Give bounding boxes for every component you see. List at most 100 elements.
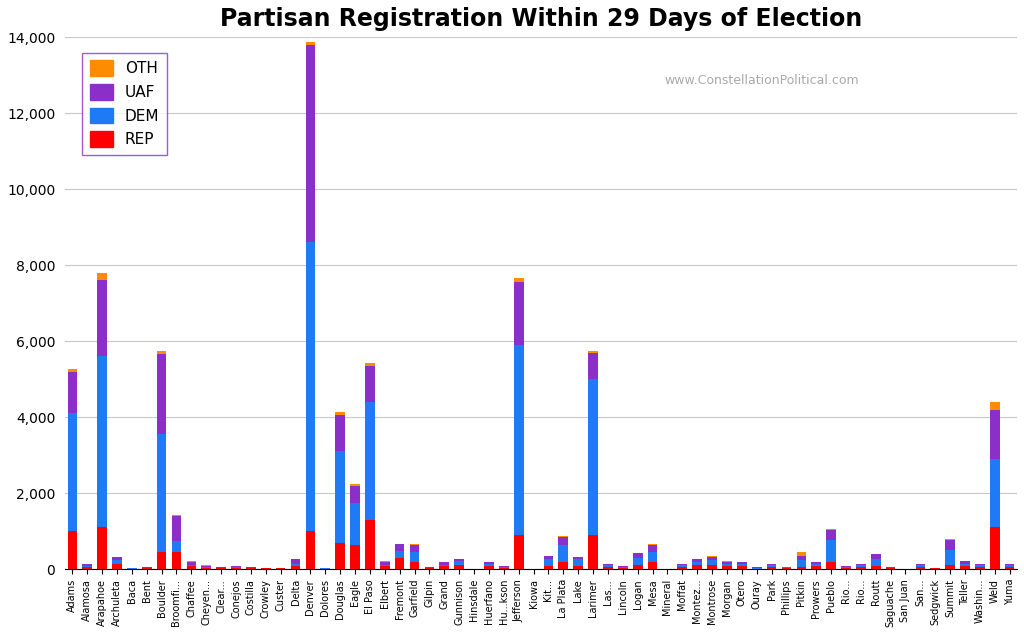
- Bar: [439, 565, 450, 566]
- Bar: [514, 278, 523, 282]
- Bar: [1005, 567, 1015, 569]
- Bar: [617, 567, 628, 569]
- Bar: [97, 273, 106, 280]
- Bar: [588, 353, 598, 379]
- Bar: [573, 566, 583, 569]
- Bar: [648, 552, 657, 562]
- Bar: [870, 559, 881, 566]
- Bar: [544, 559, 553, 566]
- Bar: [455, 561, 464, 565]
- Bar: [692, 559, 702, 562]
- Bar: [678, 564, 687, 566]
- Bar: [68, 413, 77, 531]
- Bar: [68, 372, 77, 413]
- Bar: [603, 564, 612, 566]
- Bar: [410, 552, 420, 562]
- Bar: [350, 486, 359, 503]
- Bar: [68, 368, 77, 372]
- Bar: [350, 503, 359, 545]
- Bar: [157, 434, 167, 552]
- Bar: [797, 560, 806, 567]
- Bar: [484, 562, 494, 564]
- Text: www.ConstellationPolitical.com: www.ConstellationPolitical.com: [665, 74, 859, 87]
- Bar: [708, 560, 717, 565]
- Bar: [990, 459, 999, 527]
- Bar: [767, 566, 776, 567]
- Bar: [186, 566, 197, 569]
- Bar: [990, 527, 999, 569]
- Bar: [870, 566, 881, 569]
- Bar: [366, 402, 375, 520]
- Bar: [514, 345, 523, 535]
- Bar: [961, 561, 970, 564]
- Bar: [573, 557, 583, 559]
- Bar: [113, 560, 122, 564]
- Bar: [915, 564, 926, 566]
- Bar: [305, 531, 315, 569]
- Bar: [722, 562, 732, 564]
- Bar: [202, 567, 211, 569]
- Bar: [811, 566, 821, 569]
- Bar: [961, 564, 970, 566]
- Bar: [692, 566, 702, 569]
- Bar: [68, 531, 77, 569]
- Bar: [113, 557, 122, 560]
- Bar: [558, 545, 568, 562]
- Bar: [915, 566, 926, 567]
- Bar: [172, 541, 181, 552]
- Bar: [544, 566, 553, 569]
- Legend: OTH, UAF, DEM, REP: OTH, UAF, DEM, REP: [82, 53, 167, 155]
- Bar: [975, 566, 985, 567]
- Bar: [648, 545, 657, 552]
- Bar: [781, 568, 792, 569]
- Bar: [97, 356, 106, 527]
- Bar: [573, 559, 583, 566]
- Bar: [439, 562, 450, 565]
- Bar: [380, 562, 389, 565]
- Bar: [305, 42, 315, 44]
- Bar: [499, 567, 509, 569]
- Bar: [291, 559, 300, 564]
- Bar: [350, 545, 359, 569]
- Bar: [990, 402, 999, 410]
- Bar: [305, 242, 315, 531]
- Bar: [797, 552, 806, 555]
- Bar: [216, 568, 226, 569]
- Bar: [797, 555, 806, 560]
- Bar: [648, 562, 657, 569]
- Bar: [722, 564, 732, 566]
- Bar: [350, 484, 359, 486]
- Bar: [558, 537, 568, 545]
- Bar: [82, 564, 92, 566]
- Bar: [291, 564, 300, 566]
- Bar: [514, 535, 523, 569]
- Bar: [157, 354, 167, 434]
- Bar: [231, 566, 241, 567]
- Bar: [811, 564, 821, 566]
- Bar: [708, 557, 717, 560]
- Bar: [395, 551, 404, 558]
- Bar: [335, 412, 345, 415]
- Bar: [172, 515, 181, 541]
- Bar: [246, 568, 256, 569]
- Bar: [767, 567, 776, 569]
- Bar: [484, 564, 494, 566]
- Bar: [366, 366, 375, 402]
- Bar: [975, 564, 985, 566]
- Bar: [142, 568, 152, 569]
- Bar: [708, 565, 717, 569]
- Bar: [425, 568, 434, 569]
- Bar: [157, 351, 167, 354]
- Bar: [692, 562, 702, 566]
- Bar: [826, 562, 836, 569]
- Bar: [455, 559, 464, 561]
- Bar: [797, 567, 806, 569]
- Bar: [439, 566, 450, 569]
- Bar: [366, 363, 375, 366]
- Bar: [633, 565, 642, 569]
- Bar: [380, 566, 389, 569]
- Bar: [826, 529, 836, 540]
- Bar: [1005, 566, 1015, 567]
- Bar: [990, 410, 999, 459]
- Bar: [395, 558, 404, 569]
